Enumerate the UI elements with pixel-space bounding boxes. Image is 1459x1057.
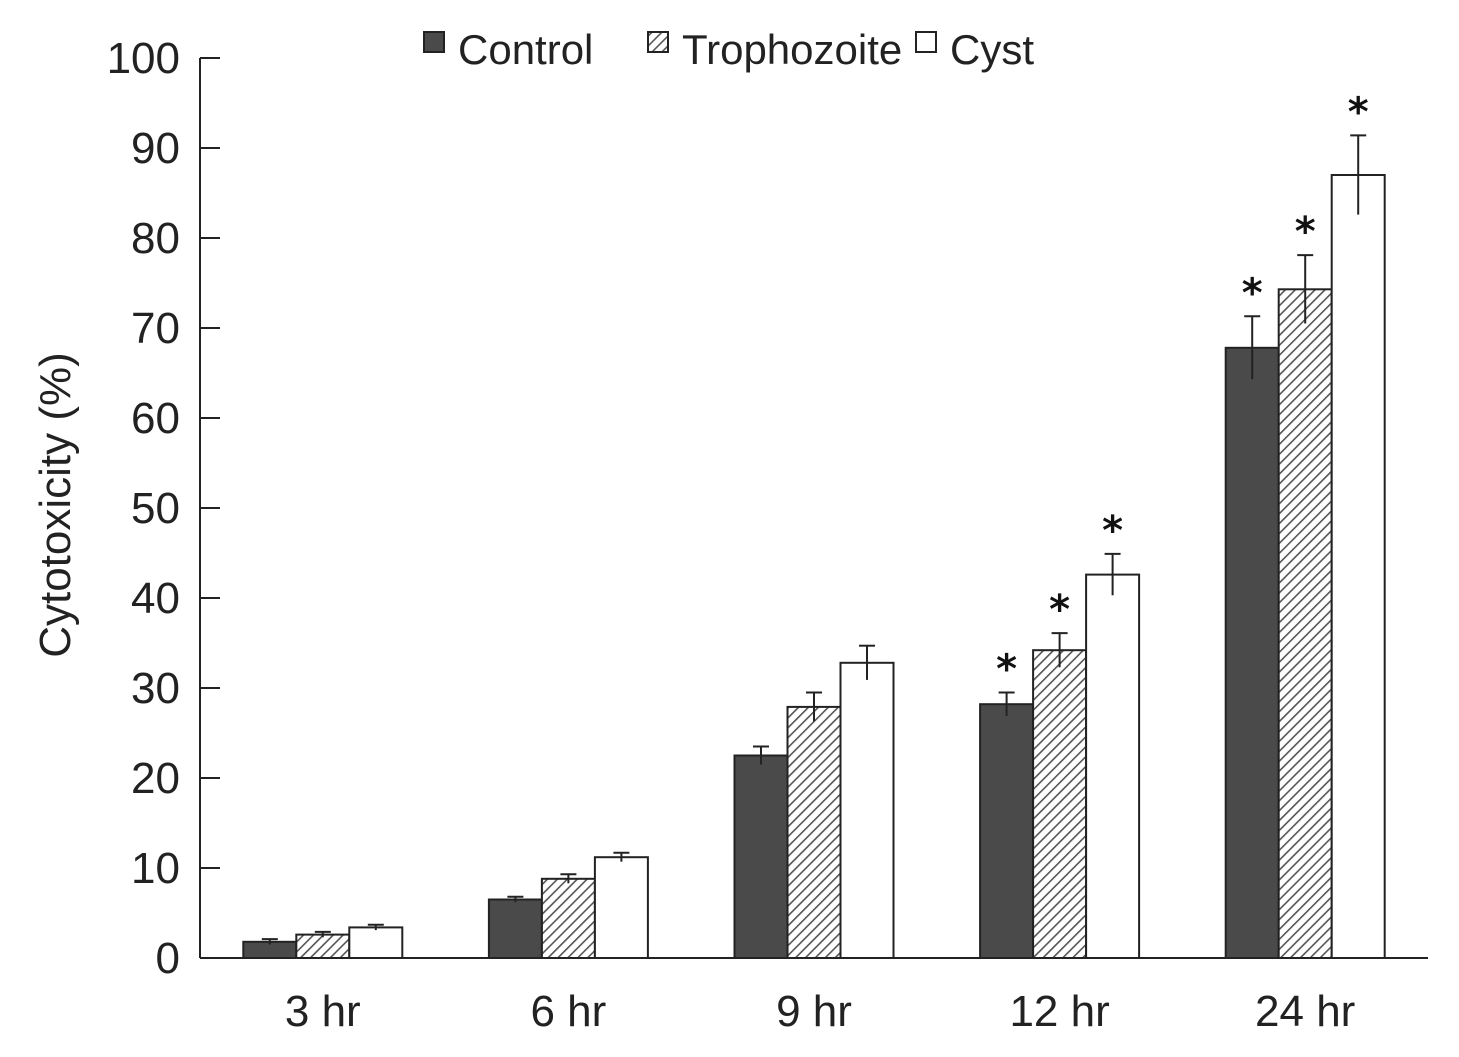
y-tick-label: 20	[131, 754, 180, 803]
bar	[1330, 174, 1386, 959]
bar	[979, 703, 1035, 960]
y-tick-label: 40	[131, 574, 180, 623]
significance-marker: *	[1102, 508, 1123, 554]
bar	[786, 705, 842, 960]
legend-label: Trophozoite	[682, 26, 902, 73]
significance-marker: *	[1049, 587, 1070, 633]
y-tick-label: 30	[131, 664, 180, 713]
bar	[1085, 573, 1141, 959]
bar	[839, 661, 895, 959]
legend-label: Control	[458, 26, 593, 73]
bar	[348, 926, 404, 960]
y-tick-label: 10	[131, 844, 180, 893]
y-tick-label: 90	[131, 124, 180, 173]
y-axis-title: Cytotoxicity (%)	[31, 352, 80, 658]
bar	[487, 898, 543, 959]
y-tick-label: 60	[131, 394, 180, 443]
x-tick-label: 12 hr	[1009, 987, 1109, 1036]
legend-swatch	[423, 31, 445, 53]
bar	[540, 877, 596, 959]
legend: Control Trophozoite Cyst	[423, 26, 1034, 73]
bars-group: * * * * * *	[242, 89, 1386, 960]
legend-label: Cyst	[950, 26, 1034, 73]
legend-swatch	[647, 31, 669, 53]
bar	[295, 933, 351, 959]
x-tick-label: 6 hr	[530, 987, 606, 1036]
bar	[1032, 649, 1088, 959]
y-tick-label: 70	[131, 304, 180, 353]
bar	[593, 856, 649, 960]
y-axis: 0 10 20 30 40 50 60 70 80 90 100	[107, 34, 220, 983]
significance-marker: *	[1242, 270, 1263, 316]
x-tick-label: 3 hr	[285, 987, 361, 1036]
y-tick-label: 80	[131, 214, 180, 263]
significance-marker: *	[1348, 89, 1369, 135]
bar	[1277, 288, 1333, 959]
x-tick-label: 9 hr	[776, 987, 852, 1036]
y-tick-label: 100	[107, 34, 180, 83]
x-tick-label: 24 hr	[1255, 987, 1355, 1036]
bar	[733, 754, 789, 959]
bar	[1224, 346, 1280, 959]
y-tick-label: 50	[131, 484, 180, 533]
significance-marker: *	[1295, 209, 1316, 255]
y-tick-label: 0	[156, 934, 180, 983]
legend-swatch	[915, 31, 937, 53]
x-axis: 3 hr 6 hr 9 hr 12 hr 24 hr	[200, 957, 1428, 1036]
significance-marker: *	[996, 647, 1017, 693]
